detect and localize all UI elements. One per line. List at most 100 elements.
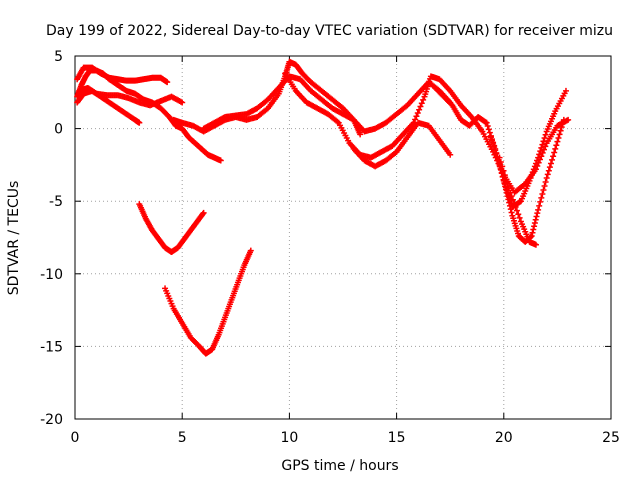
data-point	[556, 131, 563, 138]
data-point	[533, 213, 540, 220]
data-points	[74, 58, 572, 357]
data-point	[538, 194, 545, 201]
data-point	[534, 157, 541, 164]
data-point	[541, 135, 548, 142]
data-point	[416, 106, 423, 113]
data-point	[538, 144, 545, 151]
data-point	[497, 158, 504, 165]
data-point	[531, 219, 538, 226]
x-tick-label: 0	[71, 430, 80, 446]
data-point	[543, 174, 550, 181]
plot-frame	[74, 55, 612, 420]
data-point	[557, 127, 564, 134]
x-axis-label: GPS time / hours	[281, 458, 398, 474]
data-point	[200, 209, 207, 216]
series-arc-12	[136, 201, 207, 256]
data-point	[529, 229, 536, 236]
data-point	[532, 241, 539, 248]
data-point	[536, 202, 543, 209]
series-arc-11	[496, 154, 539, 248]
data-point	[551, 149, 558, 156]
data-point	[544, 171, 551, 178]
data-point	[555, 135, 562, 142]
data-point	[531, 223, 538, 230]
series-arc-7	[282, 70, 572, 196]
data-point	[540, 138, 547, 145]
data-point	[552, 145, 559, 152]
y-tick-label: -5	[49, 194, 63, 210]
data-point	[560, 116, 567, 123]
series-arc-13	[162, 247, 254, 357]
data-point	[513, 207, 520, 214]
data-point	[516, 214, 523, 221]
data-point	[539, 141, 546, 148]
data-point	[504, 180, 511, 187]
data-point	[506, 199, 513, 206]
data-point	[499, 163, 506, 170]
data-point	[420, 96, 427, 103]
x-tick-label: 25	[602, 430, 620, 446]
data-point	[530, 226, 537, 233]
data-point	[553, 142, 560, 149]
data-point	[542, 131, 549, 138]
data-point	[164, 79, 171, 86]
data-point	[527, 174, 534, 181]
data-point	[136, 119, 143, 126]
data-point	[508, 193, 515, 200]
series-arc-4	[76, 84, 186, 109]
data-point	[559, 120, 566, 127]
data-point	[549, 156, 556, 163]
y-tick-label: 0	[54, 122, 63, 138]
x-tick-label: 20	[495, 430, 513, 446]
data-point	[545, 167, 552, 174]
data-point	[558, 124, 565, 131]
y-tick-label: -20	[40, 412, 63, 428]
data-point	[541, 182, 548, 189]
data-point	[529, 169, 536, 176]
series-arc-1	[74, 67, 224, 164]
series-arc-6	[200, 73, 454, 135]
series-arc-2	[74, 64, 171, 86]
data-point	[532, 160, 539, 167]
data-point	[526, 177, 533, 184]
x-tick-label: 5	[178, 430, 187, 446]
y-axis-label: SDTVAR / TECUs	[6, 181, 22, 296]
data-point	[447, 151, 454, 158]
data-point	[511, 200, 518, 207]
data-point	[179, 99, 186, 106]
data-point	[509, 196, 516, 203]
data-point	[247, 247, 254, 254]
data-point	[528, 172, 535, 179]
series-arc-9	[432, 84, 569, 211]
data-point	[537, 148, 544, 155]
y-tick-label: -10	[40, 267, 63, 283]
data-point	[506, 202, 513, 209]
x-tick-label: 10	[280, 430, 298, 446]
data-point	[486, 129, 493, 136]
data-point	[534, 210, 541, 217]
data-point	[485, 126, 492, 133]
chart-title: Day 199 of 2022, Sidereal Day-to-day VTE…	[46, 23, 613, 39]
data-point	[496, 154, 503, 161]
data-point	[532, 216, 539, 223]
data-point	[217, 157, 224, 164]
data-point	[547, 160, 554, 167]
data-point	[483, 119, 490, 126]
data-point	[500, 167, 507, 174]
data-point	[418, 100, 425, 107]
series-arc-8	[350, 119, 454, 170]
data-point	[414, 109, 421, 116]
data-point	[493, 150, 500, 157]
data-point	[550, 153, 557, 160]
data-point	[540, 186, 547, 193]
data-point	[487, 134, 494, 141]
data-point	[535, 206, 542, 213]
data-point	[490, 140, 497, 147]
x-tick-label: 15	[388, 430, 406, 446]
data-point	[489, 137, 496, 144]
data-point	[546, 164, 553, 171]
data-point	[199, 210, 206, 217]
data-point	[539, 190, 546, 197]
data-point	[503, 176, 510, 183]
